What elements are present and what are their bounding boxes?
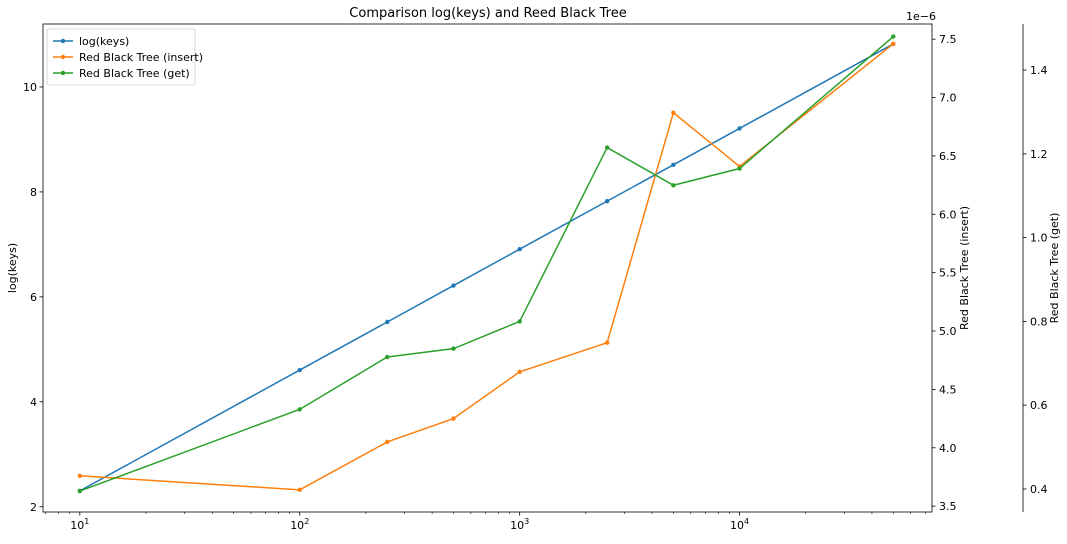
left-tick-label: 8 <box>30 186 37 199</box>
data-point <box>297 487 302 493</box>
left-axis-label: log(keys) <box>6 243 19 293</box>
data-point <box>891 41 896 47</box>
right-axis-offset-text: 1e−6 <box>906 10 936 23</box>
data-point <box>517 369 522 375</box>
legend-entry-label: Red Black Tree (insert) <box>79 51 203 64</box>
data-point <box>671 183 676 188</box>
right-tick-label: 5.5 <box>939 267 957 280</box>
data-point <box>517 319 522 324</box>
data-point <box>604 340 610 345</box>
x-tick-label: 101 <box>70 517 89 532</box>
data-point <box>671 162 676 167</box>
data-point <box>737 166 742 171</box>
data-point <box>451 283 456 288</box>
right2-axis-label: Red Black Tree (get) <box>1048 213 1061 324</box>
data-point <box>604 145 610 150</box>
legend-marker <box>60 70 66 76</box>
axes-layer: 101 102 103 104 2 4 6 8 10 log(keys) 3.5 4.0 4.5 5.0 5… <box>6 10 1061 532</box>
right2-tick-label: 1.0 <box>1030 232 1048 245</box>
data-point <box>891 34 896 39</box>
right-tick-label: 5.0 <box>939 325 957 338</box>
data-point <box>451 416 456 421</box>
chart-title: Comparison log(keys) and Reed Black Tree <box>349 6 626 21</box>
right-tick-label: 7.0 <box>939 92 957 105</box>
series-layer <box>77 34 896 494</box>
right-axis-label: Red Black Tree (insert) <box>958 206 971 330</box>
x-tick-label: 104 <box>730 517 749 532</box>
right-tick-label: 7.5 <box>939 33 957 46</box>
left-tick-label: 2 <box>30 501 37 514</box>
data-point <box>737 126 742 131</box>
data-point <box>385 354 390 360</box>
legend-marker <box>60 38 66 44</box>
data-point <box>77 473 83 479</box>
data-point <box>385 319 390 325</box>
right2-tick-label: 1.2 <box>1030 148 1048 161</box>
legend-entry-label: log(keys) <box>79 35 129 48</box>
right2-tick-label: 0.8 <box>1030 315 1048 328</box>
series-line-0 <box>79 43 894 492</box>
right2-tick-label: 0.4 <box>1030 483 1048 496</box>
data-point <box>385 439 390 445</box>
right-tick-label: 4.0 <box>939 442 957 455</box>
data-point <box>297 407 302 412</box>
data-point <box>451 346 456 351</box>
plot-frame <box>42 23 933 513</box>
legend-entry-label: Red Black Tree (get) <box>79 67 190 80</box>
data-point <box>671 110 676 115</box>
legend-box <box>46 28 196 86</box>
data-point <box>297 367 302 373</box>
left-tick-label: 4 <box>30 396 37 409</box>
x-tick-label: 103 <box>510 517 529 532</box>
right2-tick-label: 1.4 <box>1030 64 1048 77</box>
data-point <box>517 247 522 252</box>
right2-tick-label: 0.6 <box>1030 399 1048 412</box>
left-tick-label: 10 <box>23 81 37 94</box>
right-tick-label: 6.5 <box>939 150 957 163</box>
right-tick-label: 4.5 <box>939 383 957 396</box>
right-tick-label: 6.0 <box>939 208 957 221</box>
legend: log(keys) Red Black Tree (insert) Red Blac… <box>46 28 203 86</box>
data-point <box>604 198 610 204</box>
x-tick-label: 102 <box>290 517 309 532</box>
left-tick-label: 6 <box>30 291 37 304</box>
right-tick-label: 3.5 <box>939 500 957 513</box>
data-point <box>77 488 83 494</box>
legend-marker <box>60 54 66 60</box>
series-line-2 <box>79 36 894 492</box>
